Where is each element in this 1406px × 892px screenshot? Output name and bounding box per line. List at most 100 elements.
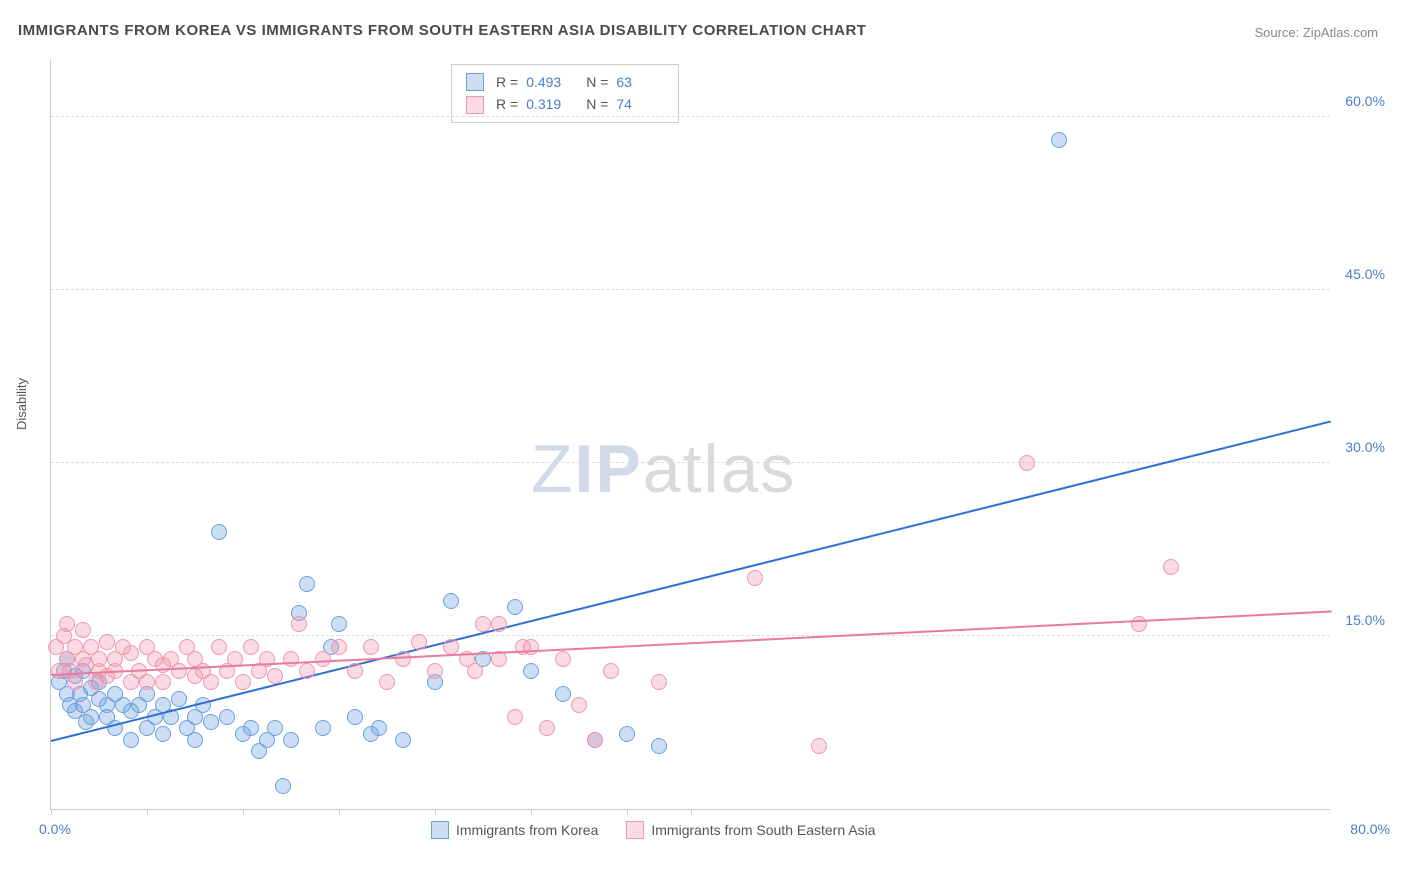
x-tick — [435, 809, 436, 815]
legend-series-label: Immigrants from South Eastern Asia — [651, 822, 875, 838]
y-tick-label: 45.0% — [1345, 266, 1385, 282]
scatter-point — [155, 726, 171, 742]
scatter-point — [651, 674, 667, 690]
grid-line — [51, 462, 1330, 463]
scatter-point — [491, 616, 507, 632]
scatter-point — [211, 524, 227, 540]
grid-line — [51, 289, 1330, 290]
x-axis-max-label: 80.0% — [1350, 821, 1390, 837]
scatter-point — [811, 738, 827, 754]
scatter-point — [619, 726, 635, 742]
legend-stats-row: R = 0.493 N = 63 — [466, 71, 664, 93]
y-tick-label: 30.0% — [1345, 439, 1385, 455]
scatter-point — [291, 616, 307, 632]
scatter-point — [1019, 455, 1035, 471]
scatter-point — [203, 674, 219, 690]
y-tick-label: 15.0% — [1345, 612, 1385, 628]
scatter-point — [315, 651, 331, 667]
scatter-point — [299, 576, 315, 592]
scatter-point — [379, 674, 395, 690]
scatter-point — [283, 651, 299, 667]
x-tick — [531, 809, 532, 815]
scatter-point — [75, 622, 91, 638]
scatter-point — [123, 732, 139, 748]
scatter-point — [603, 663, 619, 679]
scatter-point — [363, 639, 379, 655]
scatter-point — [267, 720, 283, 736]
legend-swatch — [466, 96, 484, 114]
legend-series: Immigrants from Korea Immigrants from Sou… — [431, 821, 875, 839]
chart-title: IMMIGRANTS FROM KOREA VS IMMIGRANTS FROM… — [18, 22, 866, 39]
legend-stats-row: R =0.319N =74 — [466, 93, 664, 115]
scatter-point — [331, 639, 347, 655]
scatter-point — [475, 616, 491, 632]
scatter-point — [1163, 559, 1179, 575]
legend-series-label: Immigrants from Korea — [456, 822, 598, 838]
n-label: N = — [586, 71, 608, 93]
scatter-point — [155, 674, 171, 690]
legend-series-item: Immigrants from Korea — [431, 821, 598, 839]
scatter-point — [299, 663, 315, 679]
scatter-point — [747, 570, 763, 586]
y-axis-label: Disability — [14, 378, 29, 430]
scatter-point — [539, 720, 555, 736]
watermark: ZIPatlas — [531, 430, 796, 508]
scatter-point — [99, 634, 115, 650]
scatter-point — [171, 663, 187, 679]
grid-line — [51, 635, 1330, 636]
source-attribution: Source: ZipAtlas.com — [1254, 25, 1378, 40]
trend-line — [51, 420, 1331, 742]
x-axis-origin-label: 0.0% — [39, 821, 71, 837]
x-tick — [243, 809, 244, 815]
x-tick — [51, 809, 52, 815]
legend-stats: R =0.493N =63R =0.319N =74 — [451, 64, 679, 123]
n-label: N = — [586, 93, 608, 115]
scatter-point — [203, 714, 219, 730]
scatter-point — [83, 709, 99, 725]
scatter-point — [347, 709, 363, 725]
scatter-point — [587, 732, 603, 748]
scatter-point — [275, 778, 291, 794]
scatter-point — [515, 639, 531, 655]
legend-series-item: Immigrants from South Eastern Asia — [626, 821, 875, 839]
scatter-point — [243, 639, 259, 655]
scatter-point — [211, 639, 227, 655]
n-value: 74 — [616, 93, 664, 115]
scatter-point — [139, 674, 155, 690]
scatter-point — [243, 720, 259, 736]
r-label: R = — [496, 93, 518, 115]
legend-swatch — [466, 73, 484, 91]
watermark-part2: IP — [575, 431, 643, 507]
legend-swatch — [431, 821, 449, 839]
scatter-point — [571, 697, 587, 713]
scatter-point — [507, 709, 523, 725]
scatter-point — [555, 686, 571, 702]
scatter-point — [395, 732, 411, 748]
scatter-point — [187, 732, 203, 748]
x-tick — [339, 809, 340, 815]
scatter-point — [235, 674, 251, 690]
scatter-point — [171, 691, 187, 707]
scatter-point — [507, 599, 523, 615]
watermark-part1: Z — [531, 431, 575, 507]
scatter-point — [411, 634, 427, 650]
scatter-point — [123, 645, 139, 661]
scatter-point — [219, 709, 235, 725]
x-tick — [691, 809, 692, 815]
r-label: R = — [496, 71, 518, 93]
watermark-part3: atlas — [643, 431, 797, 507]
scatter-point — [59, 616, 75, 632]
grid-line — [51, 116, 1330, 117]
n-value: 63 — [616, 71, 664, 93]
r-value: 0.493 — [526, 71, 574, 93]
scatter-point — [555, 651, 571, 667]
plot-area: ZIPatlas R =0.493N =63R =0.319N =74 0.0%… — [50, 60, 1330, 810]
scatter-point — [331, 616, 347, 632]
scatter-point — [1051, 132, 1067, 148]
scatter-point — [395, 651, 411, 667]
scatter-point — [523, 663, 539, 679]
x-tick — [147, 809, 148, 815]
scatter-point — [267, 668, 283, 684]
scatter-point — [67, 674, 83, 690]
scatter-point — [315, 720, 331, 736]
